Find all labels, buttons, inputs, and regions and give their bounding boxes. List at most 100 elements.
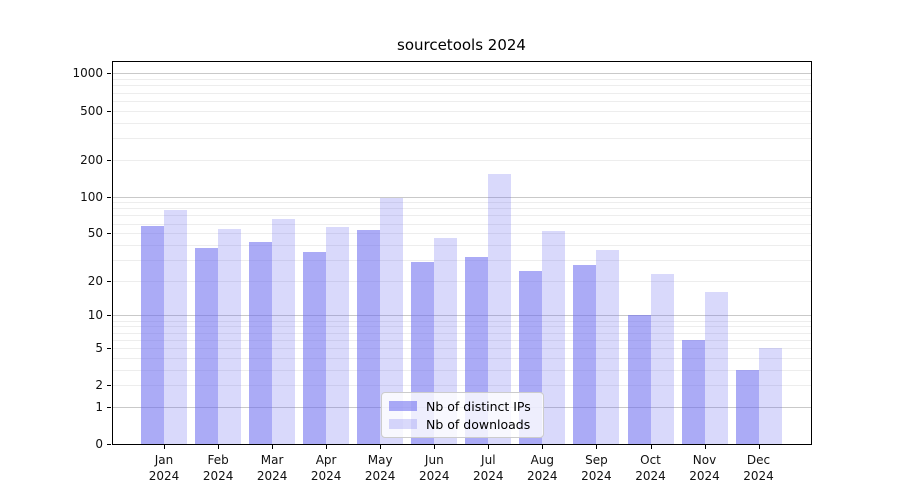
gridline-minor bbox=[112, 233, 811, 235]
gridline-minor bbox=[112, 320, 811, 322]
bar-distinct-ips-nov bbox=[681, 339, 705, 444]
bar-downloads-jan bbox=[164, 209, 187, 444]
gridline-minor bbox=[112, 332, 811, 334]
gridline-minor bbox=[112, 110, 811, 112]
y-axis-tick bbox=[107, 315, 111, 317]
x-axis-year-label: 2024 bbox=[527, 469, 558, 483]
y-axis-tick bbox=[107, 159, 111, 161]
x-axis-year-label: 2024 bbox=[148, 469, 180, 483]
x-axis-tick bbox=[272, 445, 274, 449]
legend-entry-downloads: Nb of downloads bbox=[389, 416, 535, 432]
y-axis-tick bbox=[107, 110, 111, 112]
y-axis-tick-label: 50 bbox=[87, 226, 103, 241]
x-axis-tick bbox=[758, 445, 760, 449]
gridline-major bbox=[112, 196, 811, 198]
gridline-minor bbox=[112, 357, 811, 359]
bar-downloads-jul bbox=[488, 173, 512, 444]
x-axis-year-label: 2024 bbox=[419, 469, 450, 483]
y-axis-tick-label: 0 bbox=[95, 437, 103, 451]
x-axis-tick-label: Apr 2024 bbox=[294, 452, 358, 484]
gridline-minor bbox=[112, 202, 811, 204]
y-axis-tick-label: 200 bbox=[80, 152, 103, 167]
axis-spine-left bbox=[112, 61, 113, 445]
bar-distinct-ips-dec bbox=[735, 369, 759, 444]
bar-downloads-feb bbox=[218, 229, 242, 444]
gridline-minor bbox=[112, 223, 811, 225]
x-axis-tick-label: Feb 2024 bbox=[186, 452, 250, 484]
gridline-minor bbox=[112, 339, 811, 341]
bar-distinct-ips-may bbox=[357, 230, 381, 444]
x-axis-tick bbox=[164, 445, 165, 449]
x-axis-year-label: 2024 bbox=[256, 469, 288, 483]
y-axis-tick-label: 1 bbox=[95, 399, 103, 414]
x-axis-tick-label: Dec 2024 bbox=[727, 452, 791, 484]
legend-label-downloads: Nb of downloads bbox=[426, 416, 531, 432]
gridline-major bbox=[112, 73, 811, 75]
x-axis-tick-label: Jul 2024 bbox=[456, 452, 520, 484]
x-axis-year-label: 2024 bbox=[202, 469, 234, 483]
bar-downloads-nov bbox=[704, 292, 728, 444]
y-axis-tick bbox=[107, 347, 111, 349]
x-axis-year-label: 2024 bbox=[310, 469, 342, 483]
x-axis-tick-label: Aug 2024 bbox=[510, 452, 574, 484]
x-axis-tick-label: Oct 2024 bbox=[619, 452, 683, 484]
gridline-minor bbox=[112, 122, 811, 124]
y-axis-tick bbox=[107, 196, 111, 198]
bar-downloads-oct bbox=[650, 273, 674, 444]
x-axis-tick bbox=[488, 445, 490, 449]
legend-swatch-downloads bbox=[389, 419, 417, 429]
legend: Nb of distinct IPs Nb of downloads bbox=[381, 392, 544, 438]
bar-downloads-aug bbox=[542, 231, 566, 444]
x-axis-tick bbox=[704, 445, 706, 449]
bar-downloads-sep bbox=[596, 250, 620, 444]
x-axis-tick bbox=[542, 445, 544, 449]
gridline-minor bbox=[112, 100, 811, 102]
bar-downloads-apr bbox=[326, 227, 350, 444]
y-axis-tick-label: 500 bbox=[80, 103, 103, 118]
gridline-minor bbox=[112, 369, 811, 371]
gridline-major bbox=[112, 315, 811, 317]
x-axis-tick bbox=[596, 445, 598, 449]
x-axis-tick-label: Nov 2024 bbox=[673, 452, 737, 484]
y-axis-tick bbox=[107, 233, 111, 235]
x-axis-tick-label: Jan 2024 bbox=[132, 452, 196, 484]
x-axis-year-label: 2024 bbox=[635, 469, 666, 483]
gridline-minor bbox=[112, 85, 811, 87]
x-axis-tick bbox=[380, 445, 382, 449]
plot-area bbox=[112, 61, 811, 444]
x-axis-tick-label: May 2024 bbox=[348, 452, 412, 484]
gridline-minor bbox=[112, 137, 811, 139]
gridline-minor bbox=[112, 79, 811, 81]
x-axis-year-label: 2024 bbox=[689, 469, 720, 483]
legend-label-distinct-ips: Nb of distinct IPs bbox=[426, 398, 531, 414]
bar-distinct-ips-oct bbox=[627, 315, 651, 444]
x-axis-tick bbox=[650, 445, 652, 449]
x-axis-year-label: 2024 bbox=[364, 469, 396, 483]
bar-downloads-mar bbox=[272, 219, 296, 444]
gridline-minor bbox=[112, 385, 811, 387]
chart-title: sourcetools 2024 bbox=[397, 36, 526, 54]
gridline-minor bbox=[112, 280, 811, 282]
gridline-minor bbox=[112, 244, 811, 246]
y-axis-tick bbox=[107, 73, 111, 75]
y-axis-tick-label: 20 bbox=[87, 273, 103, 288]
gridline-minor bbox=[112, 159, 811, 161]
y-axis-tick bbox=[107, 280, 111, 282]
legend-swatch-distinct-ips bbox=[389, 401, 417, 411]
x-axis-tick-label: Jun 2024 bbox=[402, 452, 466, 484]
legend-entry-distinct-ips: Nb of distinct IPs bbox=[389, 398, 535, 414]
x-axis-tick-label: Mar 2024 bbox=[240, 452, 304, 484]
bar-downloads-dec bbox=[758, 347, 782, 444]
axis-spine-top bbox=[112, 61, 812, 62]
gridline-minor bbox=[112, 208, 811, 210]
gridline-minor bbox=[112, 326, 811, 328]
x-axis-year-label: 2024 bbox=[473, 469, 504, 483]
bar-downloads-may bbox=[380, 198, 404, 444]
y-axis-tick bbox=[107, 406, 111, 408]
bar-distinct-ips-jan bbox=[141, 226, 164, 444]
y-axis-tick-label: 10 bbox=[87, 308, 103, 323]
bar-distinct-ips-feb bbox=[195, 247, 219, 444]
y-axis-tick-label: 5 bbox=[95, 340, 103, 355]
y-axis-tick-label: 1000 bbox=[72, 66, 103, 81]
